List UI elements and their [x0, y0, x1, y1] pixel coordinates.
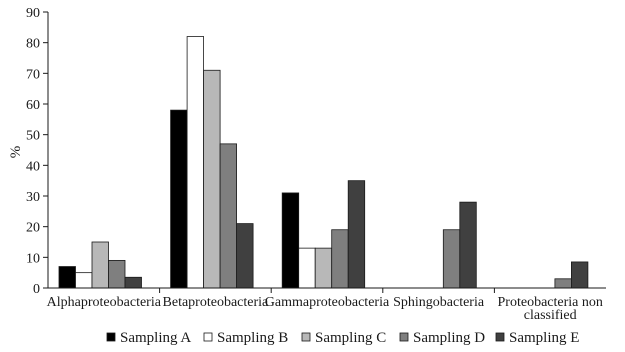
x-tick-label: classified	[524, 308, 577, 323]
bar-sampling-d-0	[108, 259, 126, 289]
bar-sampling-d-2	[331, 229, 349, 289]
bar-sampling-e-0	[124, 276, 142, 289]
bar-sampling-e-1	[236, 223, 254, 289]
x-tick-label: Sphingobacteria	[393, 295, 485, 310]
bar-sampling-e-2	[347, 180, 366, 289]
bar-sampling-a-0	[58, 266, 76, 289]
y-tick-label: 40	[26, 159, 40, 174]
legend-label: Sampling B	[217, 330, 288, 346]
bar-sampling-d-3	[442, 229, 461, 289]
bar-sampling-a-1	[170, 109, 188, 289]
bar-sampling-d-4	[554, 278, 572, 289]
bar-sampling-b-0	[75, 272, 93, 289]
y-tick-label: 30	[26, 190, 40, 205]
y-axis-title: %	[8, 146, 24, 159]
y-tick-label: 90	[26, 6, 40, 21]
legend-label: Sampling A	[120, 330, 191, 346]
bar-sampling-c-1	[203, 69, 221, 289]
x-axis: Alphaproteobacteria BetaproteobacteriaGam…	[47, 287, 606, 323]
x-tick-label: Proteobacteria non	[498, 295, 603, 310]
bar-sampling-c-0	[91, 241, 109, 289]
legend-swatch	[495, 332, 505, 342]
legend-swatch	[301, 332, 311, 342]
y-tick-label: 50	[26, 129, 40, 144]
x-tick-label: Alphaproteobacteria	[47, 295, 162, 310]
y-tick-label: 70	[26, 67, 40, 82]
legend: Sampling A Sampling B Sampling C Sampling D…	[106, 330, 579, 346]
bars	[58, 36, 589, 289]
y-tick-label: 20	[26, 221, 40, 236]
y-tick-label: 10	[26, 251, 40, 266]
x-tick-label: Gammaproteobacteria	[265, 295, 390, 310]
y-tick-label: 0	[33, 282, 40, 297]
bar-sampling-a-2	[281, 192, 300, 289]
bar-sampling-b-1	[186, 36, 205, 289]
bar-sampling-c-2	[314, 247, 333, 289]
y-tick-label: 80	[26, 37, 40, 52]
bar-sampling-e-4	[571, 261, 589, 289]
legend-label: Sampling C	[315, 330, 386, 346]
legend-label: Sampling D	[413, 330, 485, 346]
legend-swatch	[399, 332, 409, 342]
legend-label: Sampling E	[509, 330, 579, 346]
legend-swatch	[106, 332, 116, 342]
bar-sampling-e-3	[459, 201, 477, 289]
y-axis: 0 10 20 30 40 50 60 70 80 90	[26, 6, 49, 297]
bar-sampling-d-1	[219, 143, 238, 289]
x-tick-label: Betaproteobacteria	[163, 295, 270, 310]
bar-sampling-b-2	[298, 247, 316, 289]
y-tick-label: 60	[26, 98, 40, 113]
legend-swatch	[203, 332, 213, 342]
